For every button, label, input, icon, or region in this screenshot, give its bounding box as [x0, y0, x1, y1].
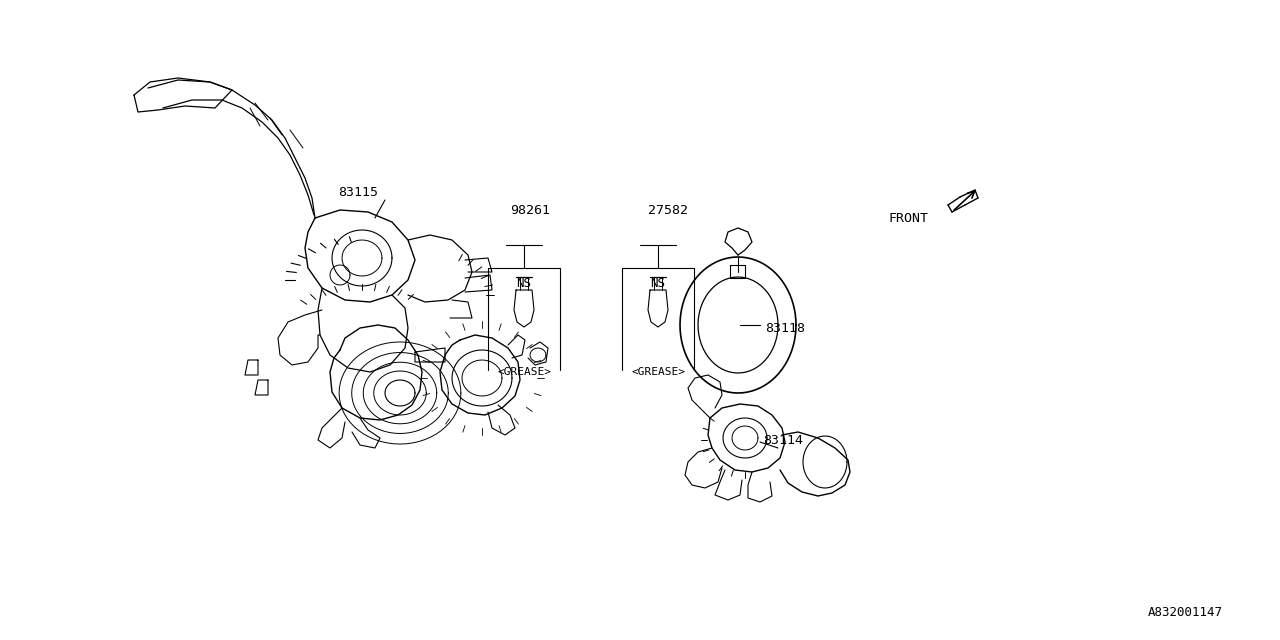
Text: <GREASE>: <GREASE> [497, 367, 550, 377]
Text: NS: NS [650, 276, 666, 289]
Text: FRONT: FRONT [888, 211, 928, 225]
Text: <GREASE>: <GREASE> [631, 367, 685, 377]
Text: NS: NS [517, 276, 531, 289]
Text: 83118: 83118 [765, 321, 805, 335]
Text: 83115: 83115 [338, 186, 378, 198]
Text: 98261: 98261 [509, 204, 550, 216]
Text: 83114: 83114 [763, 433, 803, 447]
Text: 27582: 27582 [648, 204, 689, 216]
Text: A832001147: A832001147 [1148, 605, 1222, 618]
